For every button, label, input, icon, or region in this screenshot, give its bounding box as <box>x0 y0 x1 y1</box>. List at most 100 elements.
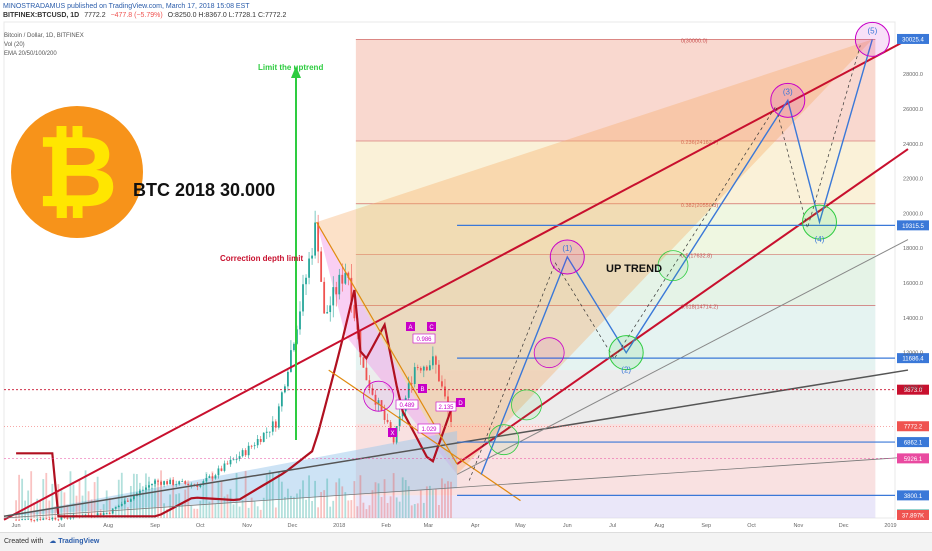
volume-bar <box>271 473 274 518</box>
candle-body <box>163 481 165 485</box>
volume-bar <box>205 472 208 518</box>
candle-body <box>196 485 199 487</box>
candle-body <box>293 343 295 351</box>
price-tag-text-0: 30025.4 <box>902 37 924 43</box>
x-tick-14: Aug <box>655 523 665 529</box>
volume-bar <box>126 507 129 518</box>
candle-body <box>290 350 292 372</box>
upper-channel-line <box>3 38 909 521</box>
candle-body <box>444 386 446 397</box>
candle-body <box>178 481 181 485</box>
volume-bar <box>428 485 431 518</box>
candle-body <box>214 475 217 479</box>
y-tick-4: 18000.0 <box>903 246 923 252</box>
volume-bar <box>277 472 280 518</box>
candle-body <box>160 481 162 485</box>
volume-bar <box>404 479 407 518</box>
candle-body <box>386 419 389 423</box>
candle-body <box>374 394 377 405</box>
volume-bar <box>314 480 316 518</box>
volume-bar <box>208 501 211 518</box>
candle-body <box>105 512 108 514</box>
volume-bar <box>371 490 374 518</box>
candle-body <box>299 311 301 330</box>
volume-bar <box>199 500 202 518</box>
candle-body <box>175 484 178 486</box>
price-chart[interactable]: 0(30000.0) 0.236(24162.7) 0.382(20550.3) 0.… <box>0 0 932 532</box>
candle-body <box>259 439 262 442</box>
wave-circle-5 <box>854 21 890 57</box>
volume-bar <box>413 504 416 518</box>
candle-body <box>422 366 425 371</box>
candle-body <box>341 274 344 284</box>
published-line[interactable]: MINOSTRADAMUS published on TradingView.c… <box>3 3 250 10</box>
candle-body <box>202 481 205 485</box>
y-tick-3: 16000.0 <box>903 281 923 287</box>
volume-bar <box>365 509 368 518</box>
candle-body <box>323 281 326 314</box>
volume-bar <box>311 501 313 518</box>
harmonic-d-label: D <box>458 401 463 407</box>
tradingview-brand[interactable]: TradingView <box>58 538 100 545</box>
candle-body <box>425 366 428 371</box>
volume-bar <box>444 483 446 518</box>
volume-bar <box>172 480 175 518</box>
candle-body <box>166 481 168 485</box>
volume-bar <box>151 487 153 518</box>
volume-bar <box>36 498 39 518</box>
volume-bar <box>160 470 162 518</box>
candle-body <box>250 445 253 447</box>
volume-bar <box>145 473 147 518</box>
candle-body <box>380 400 383 411</box>
candle-body <box>329 305 332 313</box>
candle-body <box>244 450 247 456</box>
x-tick-15: Sep <box>701 523 711 529</box>
candle-body <box>419 367 422 371</box>
price-tag-text-4: 7772.2 <box>904 425 923 431</box>
fib-zone-1 <box>355 140 876 204</box>
candle-body <box>120 503 123 506</box>
volume-bar <box>226 494 229 518</box>
volume-bar <box>259 509 262 518</box>
lower-channel-line <box>456 148 909 465</box>
limit-uptrend-label: Limit the uptrend <box>258 63 323 72</box>
candle-body <box>377 400 380 405</box>
candle-body <box>253 445 256 447</box>
volume-bar <box>135 474 138 518</box>
candle-body <box>441 381 443 387</box>
elliott-wave-forecast: (1) (2) (3) (4) (5) <box>363 21 890 481</box>
candle-body <box>48 519 51 520</box>
candle-body <box>302 284 304 312</box>
candle-body <box>256 439 259 446</box>
harmonic-b-label: B <box>420 387 424 393</box>
wave-path <box>480 39 873 475</box>
wave-label-2: (2) <box>621 366 631 375</box>
candle-body <box>344 272 347 284</box>
volume-bar <box>253 501 256 518</box>
volume-bar <box>99 509 102 518</box>
volume-bar <box>66 504 69 518</box>
bitcoin-logo-icon: ₿ <box>11 106 143 238</box>
candle-body <box>96 513 99 517</box>
x-tick-12: Jun <box>563 523 572 529</box>
volume-bar <box>202 484 205 518</box>
volume-bar <box>268 470 271 518</box>
y-tick-0: 10000.0 <box>903 385 923 391</box>
candle-body <box>450 409 452 423</box>
volume-bar <box>69 471 72 518</box>
candle-body <box>190 484 193 486</box>
candle-body <box>148 485 150 488</box>
y-tick-5: 20000.0 <box>903 211 923 217</box>
marker-circle-0 <box>488 424 520 456</box>
volume-bar <box>114 505 117 518</box>
candle-body <box>277 406 280 428</box>
volume-bar <box>332 500 335 518</box>
candle-body <box>338 274 341 295</box>
limit-uptrend-arrow <box>291 66 301 440</box>
candle-body <box>308 258 310 278</box>
candle-body <box>27 518 30 520</box>
volume-bar <box>232 504 235 518</box>
candle-body <box>199 484 202 487</box>
volume-bar <box>283 496 286 518</box>
volume-bar <box>54 506 57 518</box>
